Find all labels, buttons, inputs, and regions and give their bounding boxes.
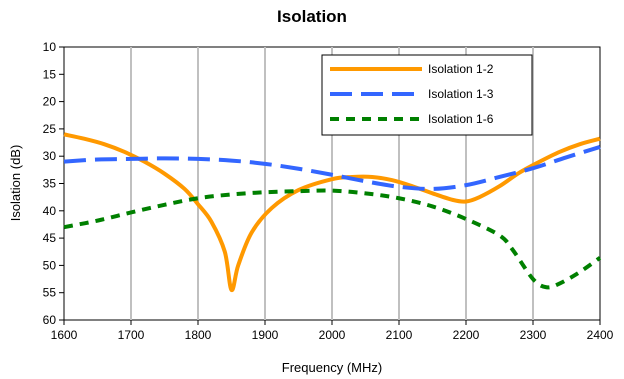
y-tick-label: 20	[43, 95, 57, 109]
x-tick-label: 1700	[118, 328, 145, 342]
x-tick-label: 2400	[587, 328, 614, 342]
series-line-isolation-1-2	[63, 132, 601, 292]
y-tick-label: 10	[43, 40, 57, 54]
x-tick-label: 1600	[51, 328, 78, 342]
x-tick-label: 2000	[319, 328, 346, 342]
x-axis-ticks: 1600 1700 1800 1900 2000 2100 2200 2300 2400	[51, 320, 614, 342]
x-tick-label: 2100	[386, 328, 413, 342]
y-tick-label: 60	[43, 313, 57, 327]
legend-label-isolation-1-2: Isolation 1-2	[428, 62, 494, 76]
legend-label-isolation-1-3: Isolation 1-3	[428, 87, 494, 101]
x-tick-label: 1800	[185, 328, 212, 342]
y-tick-label: 30	[43, 149, 57, 163]
series-line-isolation-1-6	[63, 188, 602, 290]
x-tick-label: 1900	[252, 328, 279, 342]
y-axis-ticks: 10 15 20 25 30 35 40 45 50 55 60	[43, 40, 64, 327]
x-axis-label: Frequency (MHz)	[282, 360, 382, 375]
y-tick-label: 15	[43, 67, 57, 81]
y-axis-label: Isolation (dB)	[8, 145, 23, 222]
series-layer	[63, 132, 602, 292]
chart-title: Isolation	[277, 7, 347, 26]
y-tick-label: 50	[43, 258, 57, 272]
x-tick-label: 2300	[520, 328, 547, 342]
y-tick-label: 55	[43, 286, 57, 300]
y-tick-label: 25	[43, 122, 57, 136]
y-tick-label: 45	[43, 231, 57, 245]
y-tick-label: 40	[43, 204, 57, 218]
x-tick-label: 2200	[453, 328, 480, 342]
legend-label-isolation-1-6: Isolation 1-6	[428, 112, 494, 126]
legend: Isolation 1-2 Isolation 1-3 Isolation 1-6	[321, 54, 533, 136]
series-line-isolation-1-3	[63, 145, 601, 191]
y-tick-label: 35	[43, 177, 57, 191]
